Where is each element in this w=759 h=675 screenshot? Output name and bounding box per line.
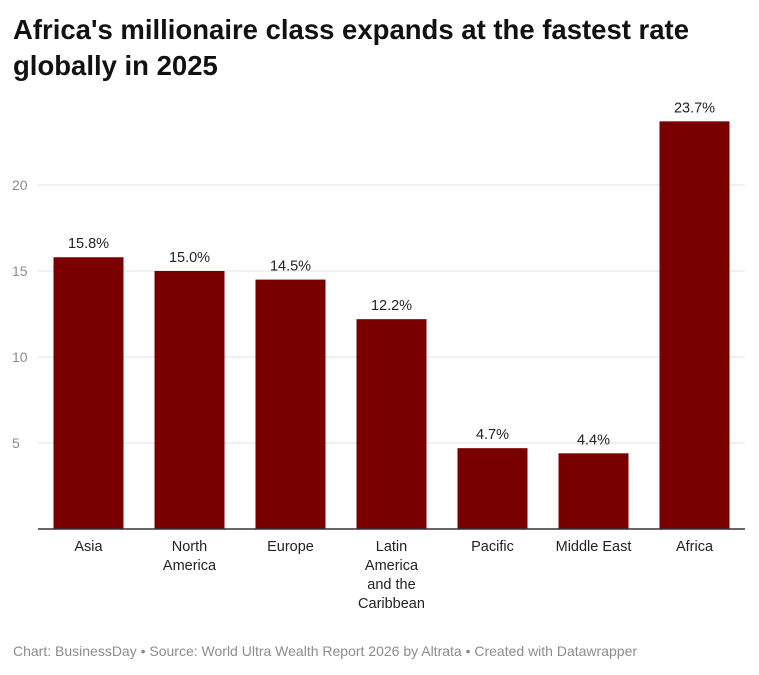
data-label: 4.4% (577, 432, 610, 448)
y-tick-label: 10 (12, 349, 28, 365)
y-axis-ticks: 5 10 15 20 (12, 177, 28, 451)
data-labels: 15.8% 15.0% 14.5% 12.2% 4.7% 4.4% 23.7% (68, 100, 715, 448)
bars (53, 121, 730, 530)
bar (457, 448, 528, 529)
x-tick-label: Latin (376, 539, 407, 555)
x-tick-label: and the (367, 577, 415, 593)
x-tick-label: Pacific (471, 539, 514, 555)
bar (659, 121, 730, 530)
x-tick-label: North (172, 539, 207, 555)
data-label: 15.0% (169, 250, 210, 266)
x-tick-label: Europe (267, 539, 314, 555)
x-tick-label: America (163, 558, 217, 574)
x-tick-label: Middle East (556, 539, 632, 555)
bar (558, 453, 629, 529)
y-tick-label: 20 (12, 177, 28, 193)
bar (356, 319, 427, 529)
data-label: 4.7% (476, 427, 509, 443)
y-tick-label: 15 (12, 263, 28, 279)
chart-title: Africa's millionaire class expands at th… (13, 14, 689, 81)
x-tick-label: Caribbean (358, 596, 425, 612)
x-axis-labels: Asia North America Europe Latin America and th… (74, 539, 714, 612)
chart-footer: Chart: BusinessDay • Source: World Ultra… (13, 643, 638, 659)
y-tick-label: 5 (12, 435, 20, 451)
x-tick-label: America (365, 558, 419, 574)
x-tick-label: Asia (74, 539, 103, 555)
data-label: 14.5% (270, 259, 311, 275)
bar (255, 279, 326, 529)
data-label: 23.7% (674, 100, 715, 116)
data-label: 12.2% (371, 298, 412, 314)
bar (53, 257, 124, 529)
bar (154, 271, 225, 529)
data-label: 15.8% (68, 236, 109, 252)
x-tick-label: Africa (676, 539, 714, 555)
